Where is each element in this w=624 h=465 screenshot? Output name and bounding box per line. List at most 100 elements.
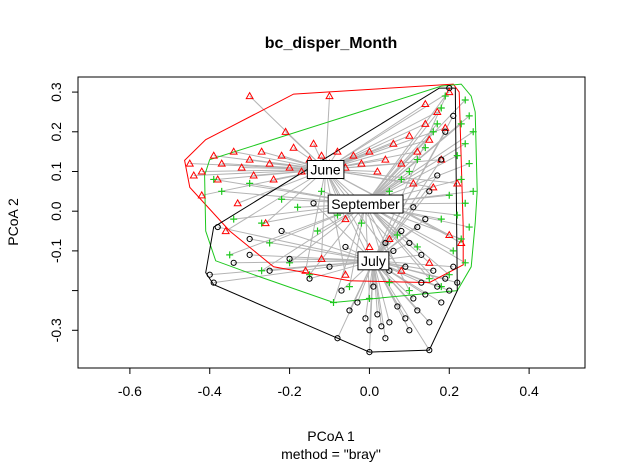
hull-july: [205, 87, 458, 353]
point-september: [433, 120, 441, 128]
y-tick-label: -0.3: [48, 318, 64, 342]
point-july: [286, 255, 293, 262]
point-september: [461, 199, 469, 207]
data-points: [185, 85, 477, 356]
point-july: [362, 315, 369, 322]
point-september: [218, 187, 226, 195]
point-september: [465, 112, 473, 120]
spider-line: [325, 159, 442, 170]
spider-line: [372, 260, 410, 331]
point-june: [325, 91, 334, 100]
spider-lines: [189, 87, 474, 353]
point-september: [437, 283, 445, 291]
point-july: [386, 319, 393, 326]
point-july: [422, 291, 429, 298]
point-september: [453, 152, 461, 160]
point-july: [442, 275, 449, 282]
point-june: [221, 226, 230, 235]
point-september: [469, 128, 477, 136]
x-tick-label: -0.2: [278, 383, 302, 399]
point-september: [357, 219, 365, 227]
point-june: [245, 91, 254, 100]
point-july: [214, 223, 221, 231]
point-june: [189, 171, 199, 179]
point-september: [469, 187, 477, 195]
point-june: [341, 214, 350, 223]
point-june: [197, 190, 207, 199]
point-september: [246, 179, 254, 187]
point-september: [365, 295, 373, 303]
svg-text:June: June: [310, 162, 341, 178]
point-june: [433, 107, 442, 115]
point-june: [365, 147, 374, 155]
point-september: [461, 259, 469, 267]
point-september: [397, 175, 405, 183]
point-july: [414, 307, 421, 314]
spider-line: [365, 107, 442, 205]
point-september: [258, 219, 266, 227]
point-july: [454, 279, 461, 286]
y-axis: -0.3 -0.1 0.0 0.1 0.2 0.3: [48, 82, 78, 342]
point-september: [278, 195, 286, 203]
y-axis-label: PCoA 2: [5, 198, 21, 246]
spider-line: [325, 127, 446, 170]
point-july: [310, 200, 317, 207]
point-june: [413, 147, 422, 155]
point-september: [449, 247, 457, 255]
point-july: [378, 323, 385, 330]
point-july: [418, 251, 425, 258]
point-september: [461, 140, 469, 148]
point-september: [226, 251, 234, 259]
point-july: [422, 216, 429, 223]
point-june: [217, 159, 226, 167]
point-july: [366, 327, 373, 334]
point-september: [405, 287, 413, 295]
spider-line: [325, 103, 426, 170]
point-july: [426, 347, 433, 354]
point-june: [452, 178, 462, 187]
point-september: [445, 271, 453, 279]
centroid-label-september: September: [327, 194, 404, 214]
point-june: [389, 139, 398, 147]
point-june: [245, 155, 254, 163]
point-june: [281, 127, 290, 135]
plot-frame: [77, 76, 586, 369]
spider-line: [233, 260, 374, 264]
point-july: [206, 271, 213, 278]
y-tick-label: 0.0: [48, 201, 64, 221]
spider-line: [217, 226, 374, 262]
spider-line: [364, 204, 370, 299]
point-june: [249, 171, 258, 179]
point-july: [390, 247, 397, 254]
x-tick-label: 0.4: [519, 383, 539, 399]
point-july: [426, 319, 433, 326]
spider-line: [193, 169, 326, 176]
point-june: [429, 182, 438, 191]
point-july: [346, 307, 353, 314]
point-june: [317, 151, 326, 159]
point-july: [382, 239, 389, 247]
point-september: [230, 215, 238, 223]
point-june: [301, 266, 310, 274]
point-september: [318, 187, 326, 195]
spider-line: [365, 143, 466, 205]
spider-line: [368, 260, 374, 353]
spider-line: [313, 202, 374, 262]
point-june: [233, 198, 242, 207]
point-july: [266, 267, 273, 274]
point-july: [246, 251, 253, 258]
point-september: [345, 283, 353, 291]
point-september: [294, 203, 302, 211]
point-july: [398, 227, 405, 235]
point-july: [374, 311, 381, 318]
spider-line: [305, 169, 327, 271]
point-july: [354, 299, 361, 306]
x-tick-label: -0.6: [118, 383, 142, 399]
point-september: [457, 120, 465, 128]
point-july: [414, 223, 421, 231]
point-july: [434, 283, 441, 290]
point-september: [393, 231, 401, 239]
point-june: [349, 151, 358, 159]
point-july: [438, 299, 445, 306]
spider-line: [337, 260, 374, 339]
